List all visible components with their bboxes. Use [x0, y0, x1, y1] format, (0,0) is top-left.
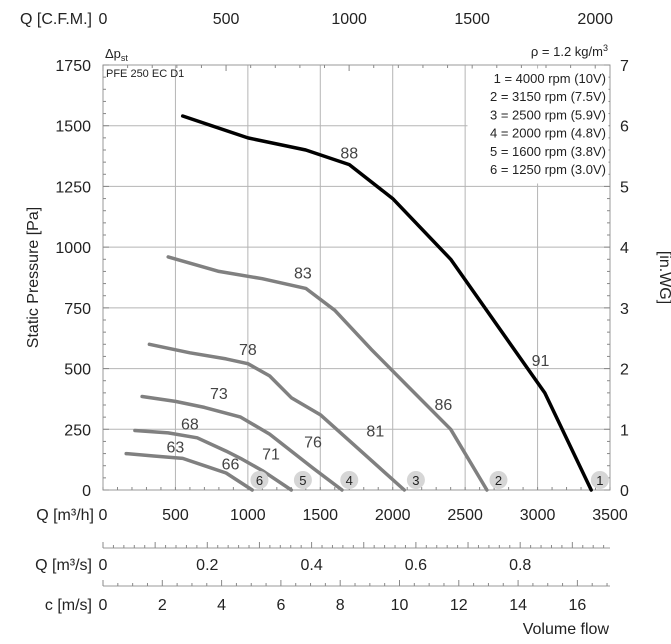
series	[124, 114, 593, 492]
footer-label: Volume flow	[523, 621, 610, 638]
y-right-tick-label: 1	[620, 422, 629, 439]
cfm-tick-label: 2000	[577, 11, 613, 28]
y-right-tick-label: 6	[620, 119, 629, 136]
m3s-tick-label: 0	[99, 557, 108, 574]
y-right-tick-label: 4	[620, 240, 629, 257]
y-tick-label: 250	[64, 422, 91, 439]
y-right-tick-label: 0	[620, 483, 629, 500]
y-right-tick-label: 2	[620, 362, 629, 379]
x-tick-label: 3000	[520, 507, 556, 524]
x-tick-label: 0	[99, 507, 108, 524]
curve-marker-label: 2	[495, 473, 502, 488]
efficiency-label: 76	[304, 435, 322, 452]
curve-marker-circle	[406, 471, 425, 489]
efficiency-label: 68	[181, 416, 199, 433]
c-tick-label: 2	[158, 597, 167, 614]
labels: 1 = 4000 rpm (10V) 2 = 3150 rpm (7.5V) 3 =…	[167, 68, 609, 489]
c-tick-label: 8	[336, 597, 345, 614]
y-axis-title: Static Pressure [Pa]	[25, 207, 42, 348]
legend-box	[467, 68, 609, 184]
y-right-axis-title: [in.WG]	[656, 251, 671, 304]
series-curve-2	[166, 255, 489, 492]
curve-marker-label: 4	[346, 473, 353, 488]
x-tick-label: 2500	[447, 507, 483, 524]
y-tick-label: 1000	[55, 240, 91, 257]
legend-entry: 1 = 4000 rpm (10V)	[494, 71, 606, 86]
curve-marker-circle	[293, 471, 312, 489]
curve-marker-circle	[590, 471, 609, 489]
legend-entry: 3 = 2500 rpm (5.9V)	[490, 107, 606, 122]
c-tick-label: 14	[509, 597, 527, 614]
legend-entry: 4 = 2000 rpm (4.8V)	[490, 126, 606, 141]
y-tick-label: 1750	[55, 58, 91, 75]
curve-marker-circle	[489, 471, 508, 489]
y-tick-label: 1500	[55, 119, 91, 136]
y-right-tick-label: 3	[620, 301, 629, 318]
x-axis-title-m3s: Q [m³/s]	[35, 557, 92, 574]
series-curve-4	[140, 394, 344, 492]
model-label: PFE 250 EC D1	[106, 68, 184, 80]
x-axis-title-cfm: Q [C.F.M.]	[20, 11, 92, 28]
x-tick-label: 1000	[230, 507, 266, 524]
series-curve-1	[180, 114, 593, 492]
y-right-tick-label: 7	[620, 58, 629, 75]
c-tick-label: 0	[99, 597, 108, 614]
cfm-tick-label: 500	[213, 11, 240, 28]
c-tick-label: 16	[568, 597, 586, 614]
curve-marker-label: 1	[596, 473, 603, 488]
m3s-tick-label: 0.2	[196, 557, 218, 574]
curve-marker-label: 3	[412, 473, 419, 488]
series-curve-6	[124, 451, 254, 492]
y-tick-label: 500	[64, 362, 91, 379]
legend-entry: 5 = 1600 rpm (3.8V)	[490, 144, 606, 159]
efficiency-label: 91	[532, 353, 550, 370]
efficiency-label: 83	[294, 266, 312, 283]
efficiency-label: 81	[366, 424, 384, 441]
efficiency-label: 88	[340, 146, 358, 163]
x-tick-label: 1500	[302, 507, 338, 524]
efficiency-label: 63	[167, 439, 185, 456]
m3s-tick-label: 0.8	[509, 557, 531, 574]
density-label: ρ = 1.2 kg/m3	[531, 43, 608, 59]
c-tick-label: 6	[276, 597, 285, 614]
curve-marker-label: 5	[299, 473, 306, 488]
m3s-tick-label: 0.4	[300, 557, 322, 574]
x-tick-label: 500	[162, 507, 189, 524]
c-tick-label: 4	[217, 597, 226, 614]
curve-marker-circle	[340, 471, 359, 489]
efficiency-label: 73	[210, 386, 228, 403]
x-tick-label: 3500	[592, 507, 628, 524]
curve-marker-label: 6	[256, 473, 263, 488]
legend-entry: 6 = 1250 rpm (3.0V)	[490, 162, 606, 177]
dp-label: Δpst	[105, 46, 128, 63]
cfm-tick-label: 0	[99, 11, 108, 28]
efficiency-label: 71	[262, 447, 280, 464]
y-tick-label: 1250	[55, 179, 91, 196]
y-tick-label: 0	[82, 483, 91, 500]
cfm-tick-label: 1000	[331, 11, 367, 28]
y-right-tick-label: 5	[620, 179, 629, 196]
plot-frame	[102, 64, 611, 491]
efficiency-label: 86	[435, 397, 453, 414]
c-tick-label: 10	[391, 597, 409, 614]
curve-marker-circle	[250, 471, 269, 489]
legend-entry: 2 = 3150 rpm (7.5V)	[490, 89, 606, 104]
efficiency-label: 66	[222, 456, 240, 473]
efficiency-label: 78	[239, 342, 257, 359]
c-tick-label: 12	[450, 597, 468, 614]
series-curve-5	[133, 428, 294, 492]
cfm-tick-label: 1500	[454, 11, 490, 28]
y-tick-label: 750	[64, 301, 91, 318]
x-tick-label: 2000	[375, 507, 411, 524]
x-axis-title-c: c [m/s]	[45, 597, 92, 614]
x-axis-title-m3h: Q [m³/h]	[36, 507, 94, 524]
m3s-tick-label: 0.6	[405, 557, 427, 574]
series-curve-3	[147, 342, 407, 492]
